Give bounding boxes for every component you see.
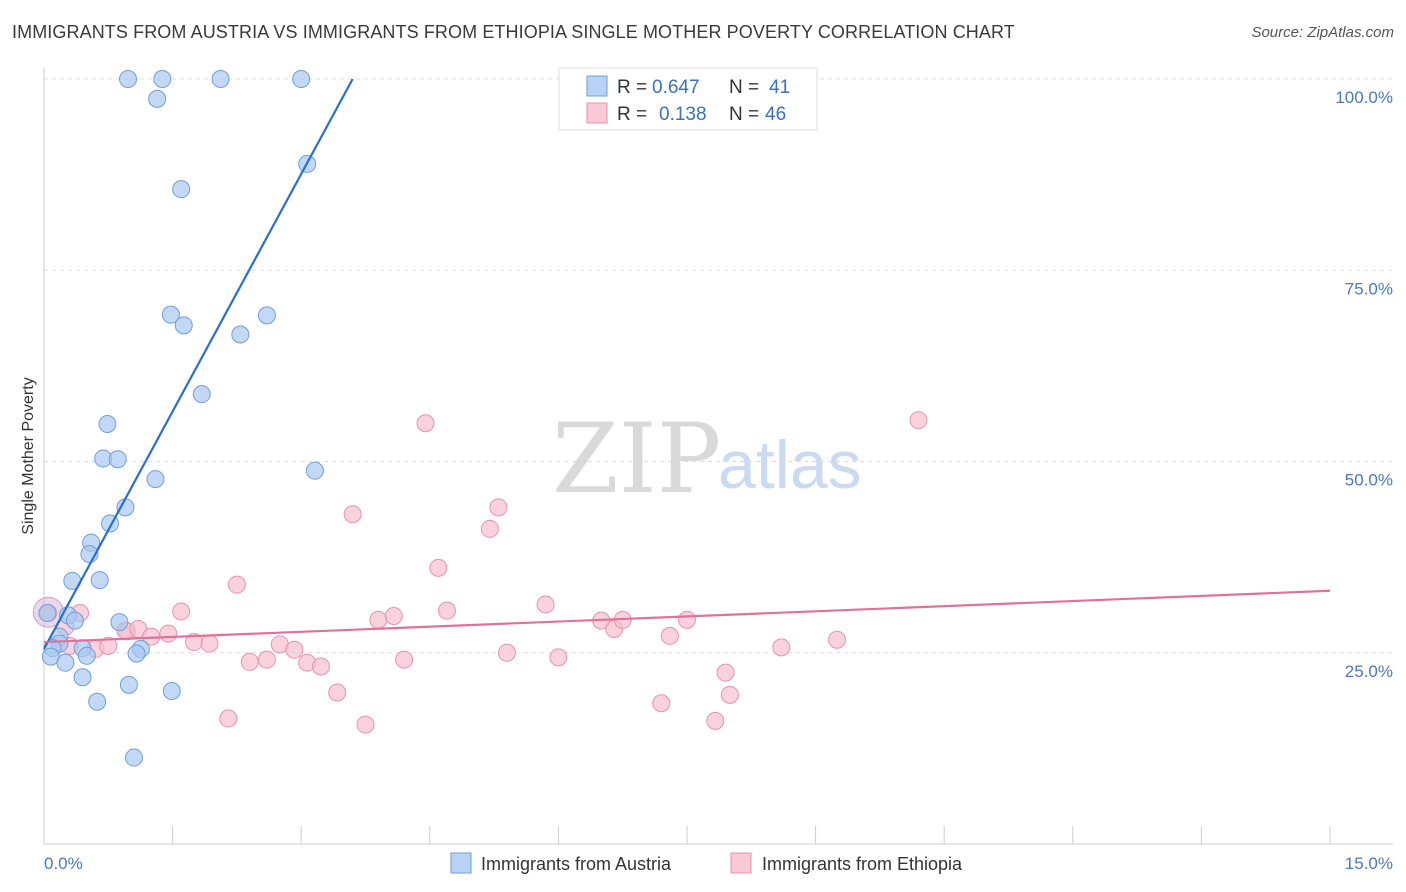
- grid-lines: [44, 78, 1393, 654]
- chart-title: IMMIGRANTS FROM AUSTRIA VS IMMIGRANTS FR…: [12, 22, 1015, 42]
- ethiopia-point: [489, 498, 508, 517]
- austria-point: [38, 603, 57, 622]
- austria-point: [125, 748, 144, 767]
- ethiopia-point: [828, 630, 847, 649]
- x-tick-label-max: 15.0%: [1345, 854, 1393, 873]
- y-tick-label-100: 100.0%: [1335, 88, 1393, 107]
- austria-point: [56, 653, 75, 672]
- legend-austria-r-value: 0.647: [652, 77, 700, 98]
- austria-point: [127, 644, 146, 663]
- source-label: Source: ZipAtlas.com: [1251, 24, 1394, 41]
- ethiopia-point: [356, 715, 375, 734]
- austria-point: [65, 611, 84, 630]
- austria-point: [110, 613, 129, 632]
- ethiopia-point: [311, 657, 330, 676]
- trend-lines: [43, 78, 1331, 650]
- ethiopia-point: [549, 648, 568, 667]
- ethiopia-point: [159, 624, 178, 643]
- austria-point: [98, 415, 117, 434]
- ethiopia-point: [429, 558, 448, 577]
- ethiopia-point: [240, 652, 259, 671]
- y-axis-label: Single Mother Poverty: [20, 377, 37, 534]
- ethiopia-point: [200, 634, 219, 653]
- ethiopia-point: [257, 650, 276, 669]
- y-tick-label-25: 25.0%: [1345, 662, 1393, 681]
- austria-point: [162, 682, 181, 700]
- austria-point: [119, 70, 138, 88]
- ethiopia-point: [227, 575, 246, 594]
- bottom-legend-austria: Immigrants from Austria: [481, 854, 672, 874]
- bottom-legend: Immigrants from Austria Immigrants from …: [450, 852, 963, 874]
- austria-point: [174, 316, 193, 335]
- x-axis-ticks: [172, 826, 1331, 844]
- x-tick-label-min: 0.0%: [44, 854, 83, 873]
- bottom-legend-ethiopia: Immigrants from Ethiopia: [762, 854, 963, 874]
- legend-swatch-ethiopia: [586, 102, 608, 124]
- ethiopia-point: [706, 711, 725, 730]
- ethiopia-point: [772, 638, 791, 657]
- ethiopia-point: [909, 411, 928, 430]
- watermark: ZIP atlas: [552, 403, 862, 515]
- austria-point: [211, 70, 230, 88]
- legend-ethiopia-n-label: N =: [729, 104, 759, 125]
- ethiopia-trend-line: [43, 589, 1331, 644]
- ethiopia-point: [497, 643, 516, 662]
- legend-ethiopia-n-value: 46: [765, 104, 786, 125]
- legend-swatch-austria: [586, 75, 608, 97]
- austria-point: [231, 325, 250, 344]
- legend: R = 0.647 N = 41 R = 0.138 N = 46: [558, 67, 818, 131]
- ethiopia-point: [285, 640, 304, 659]
- ethiopia-point: [652, 694, 671, 713]
- austria-point: [153, 70, 172, 88]
- austria-point: [77, 646, 96, 665]
- legend-ethiopia-r-label: R =: [617, 104, 647, 125]
- watermark-zip: ZIP: [552, 403, 721, 515]
- austria-point: [90, 571, 109, 590]
- ethiopia-point: [219, 709, 238, 728]
- bottom-legend-swatch-ethiopia: [730, 852, 752, 874]
- austria-point: [292, 70, 311, 88]
- austria-point: [257, 306, 276, 325]
- ethiopia-point: [480, 519, 499, 538]
- ethiopia-point: [437, 601, 456, 620]
- bottom-legend-swatch-austria: [450, 852, 472, 874]
- ethiopia-point: [678, 610, 696, 629]
- ethiopia-point: [369, 610, 388, 629]
- ethiopia-point: [716, 663, 735, 682]
- legend-austria-n-value: 41: [769, 77, 790, 98]
- y-tick-labels: 25.0% 50.0% 75.0% 100.0%: [1335, 88, 1393, 681]
- legend-ethiopia-r-value: 0.138: [659, 104, 707, 125]
- ethiopia-point: [536, 595, 555, 614]
- axes: [43, 68, 1393, 845]
- austria-point: [73, 668, 92, 687]
- austria-trend-line: [43, 78, 354, 650]
- legend-austria-r-label: R =: [617, 77, 647, 98]
- austria-point: [172, 180, 191, 199]
- y-tick-label-75: 75.0%: [1345, 279, 1393, 298]
- austria-point: [119, 675, 138, 694]
- austria-point: [146, 470, 165, 489]
- austria-point: [305, 461, 324, 480]
- ethiopia-point: [343, 505, 362, 524]
- austria-point: [161, 305, 180, 324]
- ethiopia-point: [720, 685, 739, 704]
- legend-austria-n-label: N =: [729, 77, 759, 98]
- ethiopia-point: [384, 607, 403, 626]
- watermark-atlas: atlas: [718, 427, 862, 503]
- ethiopia-point: [172, 602, 191, 621]
- ethiopia-point: [328, 683, 347, 702]
- y-tick-label-50: 50.0%: [1345, 471, 1393, 490]
- ethiopia-point: [416, 414, 435, 433]
- austria-point: [88, 692, 107, 711]
- austria-point: [108, 450, 127, 469]
- series-austria-points: [38, 70, 324, 767]
- austria-point: [192, 385, 211, 404]
- austria-point: [148, 89, 167, 108]
- ethiopia-point: [660, 626, 679, 645]
- ethiopia-point: [395, 650, 414, 669]
- ethiopia-point: [99, 636, 118, 655]
